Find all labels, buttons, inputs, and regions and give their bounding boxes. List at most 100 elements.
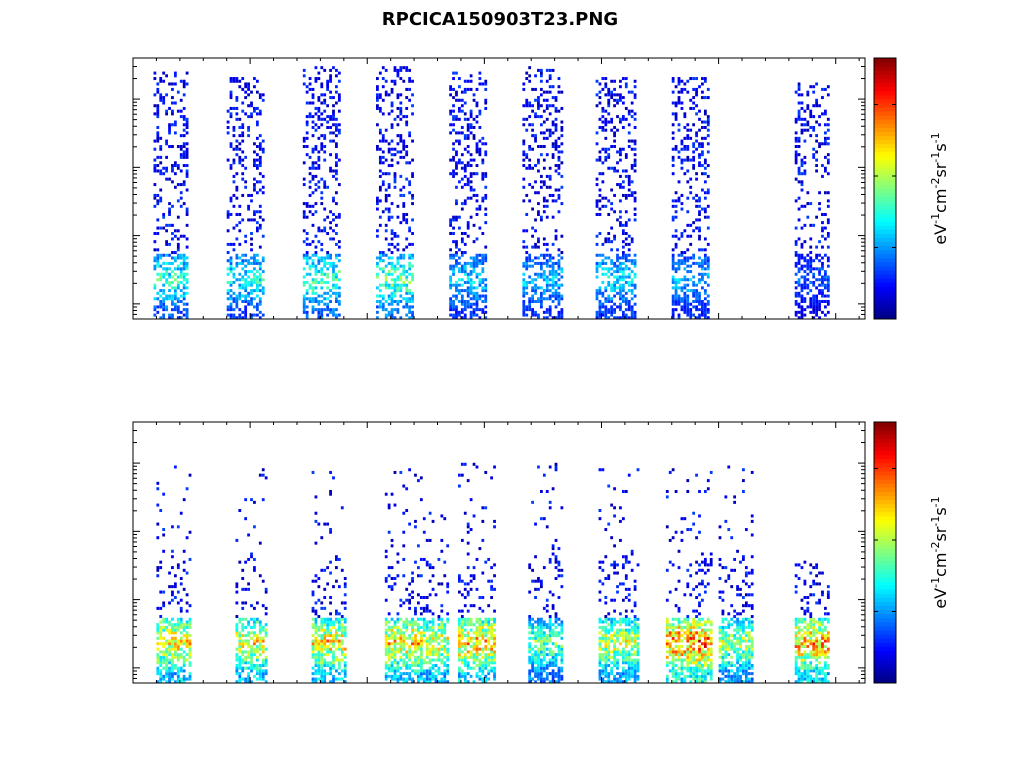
- heatmap-cell: [469, 636, 473, 640]
- heatmap-cell: [171, 593, 174, 597]
- heatmap-cell: [323, 183, 327, 187]
- heatmap-cell: [171, 628, 174, 632]
- heatmap-cell: [308, 185, 312, 189]
- heatmap-cell: [376, 123, 379, 127]
- heatmap-cell: [466, 541, 470, 545]
- heatmap-cell: [396, 636, 400, 640]
- colorbar-swatch: [874, 90, 896, 96]
- heatmap-cell: [320, 658, 324, 662]
- heatmap-cell: [706, 264, 710, 268]
- heatmap-cell: [343, 631, 347, 635]
- heatmap-cell: [171, 299, 174, 303]
- heatmap-cell: [671, 275, 675, 279]
- heatmap-cell: [185, 155, 189, 159]
- heatmap-cell: [616, 275, 619, 279]
- heatmap-cell: [601, 120, 605, 124]
- heatmap-cell: [376, 87, 379, 91]
- heatmap-cell: [329, 139, 332, 143]
- heatmap-cell: [390, 229, 394, 233]
- heatmap-cell: [598, 289, 602, 293]
- heatmap-cell: [314, 123, 318, 127]
- heatmap-cell: [185, 142, 189, 146]
- heatmap-cell: [458, 310, 461, 314]
- heatmap-cell: [557, 188, 561, 192]
- heatmap-cell: [314, 128, 318, 132]
- heatmap-cell: [437, 655, 441, 659]
- heatmap-cell: [478, 77, 482, 81]
- heatmap-cell: [162, 492, 166, 496]
- heatmap-cell: [821, 310, 824, 314]
- heatmap-cell: [794, 199, 798, 203]
- heatmap-cell: [633, 302, 637, 306]
- heatmap-cell: [226, 308, 230, 312]
- heatmap-cell: [393, 655, 397, 659]
- heatmap-cell: [826, 256, 830, 260]
- heatmap-cell: [800, 158, 804, 162]
- heatmap-cell: [182, 623, 186, 627]
- heatmap-cell: [460, 90, 464, 94]
- heatmap-cell: [539, 305, 543, 309]
- heatmap-cell: [419, 596, 423, 600]
- heatmap-cell: [455, 93, 458, 97]
- heatmap-cell: [232, 242, 236, 246]
- heatmap-cell: [809, 115, 813, 119]
- heatmap-cell: [408, 289, 412, 293]
- heatmap-cell: [537, 275, 540, 279]
- heatmap-cell: [229, 166, 233, 170]
- heatmap-cell: [525, 98, 529, 102]
- heatmap-cell: [408, 620, 412, 624]
- heatmap-cell: [176, 275, 180, 279]
- heatmap-cell: [460, 166, 464, 170]
- heatmap-cell: [261, 669, 265, 673]
- heatmap-cell: [376, 229, 379, 233]
- heatmap-cell: [683, 310, 687, 314]
- heatmap-cell: [525, 101, 529, 105]
- heatmap-cell: [466, 272, 470, 276]
- heatmap-cell: [627, 308, 631, 312]
- heatmap-cell: [545, 316, 549, 320]
- heatmap-cell: [481, 253, 485, 257]
- heatmap-cell: [405, 115, 409, 119]
- heatmap-cell: [305, 242, 309, 246]
- heatmap-cell: [680, 147, 684, 151]
- heatmap-cell: [153, 93, 157, 97]
- heatmap-cell: [156, 199, 160, 203]
- heatmap-cell: [335, 191, 338, 195]
- heatmap-cell: [604, 77, 608, 81]
- heatmap-cell: [376, 104, 379, 108]
- heatmap-cell: [475, 145, 479, 149]
- heatmap-cell: [680, 305, 684, 309]
- heatmap-cell: [390, 538, 394, 542]
- heatmap-cell: [604, 123, 608, 127]
- heatmap-cell: [405, 653, 409, 657]
- heatmap-cell: [171, 636, 174, 640]
- heatmap-cell: [472, 98, 476, 102]
- heatmap-cell: [229, 305, 233, 309]
- heatmap-cell: [411, 669, 414, 673]
- heatmap-cell: [826, 191, 830, 195]
- heatmap-cell: [411, 636, 414, 640]
- heatmap-cell: [323, 636, 327, 640]
- heatmap-cell: [185, 164, 189, 168]
- heatmap-cell: [384, 598, 388, 602]
- heatmap-cell: [226, 297, 230, 301]
- heatmap-cell: [258, 674, 262, 678]
- heatmap-cell: [621, 232, 625, 236]
- heatmap-cell: [165, 229, 168, 233]
- heatmap-cell: [469, 74, 473, 78]
- heatmap-cell: [247, 582, 250, 586]
- heatmap-cell: [229, 267, 233, 271]
- heatmap-cell: [159, 98, 163, 102]
- heatmap-cell: [396, 612, 400, 616]
- heatmap-cell: [405, 283, 409, 287]
- heatmap-cell: [542, 278, 546, 282]
- heatmap-cell: [531, 313, 534, 317]
- heatmap-cell: [378, 71, 382, 75]
- heatmap-cell: [633, 218, 637, 222]
- heatmap-cell: [387, 93, 391, 97]
- heatmap-cell: [387, 653, 391, 657]
- heatmap-cell: [551, 316, 555, 320]
- heatmap-cell: [314, 631, 318, 635]
- heatmap-cell: [484, 245, 488, 249]
- heatmap-cell: [332, 585, 335, 589]
